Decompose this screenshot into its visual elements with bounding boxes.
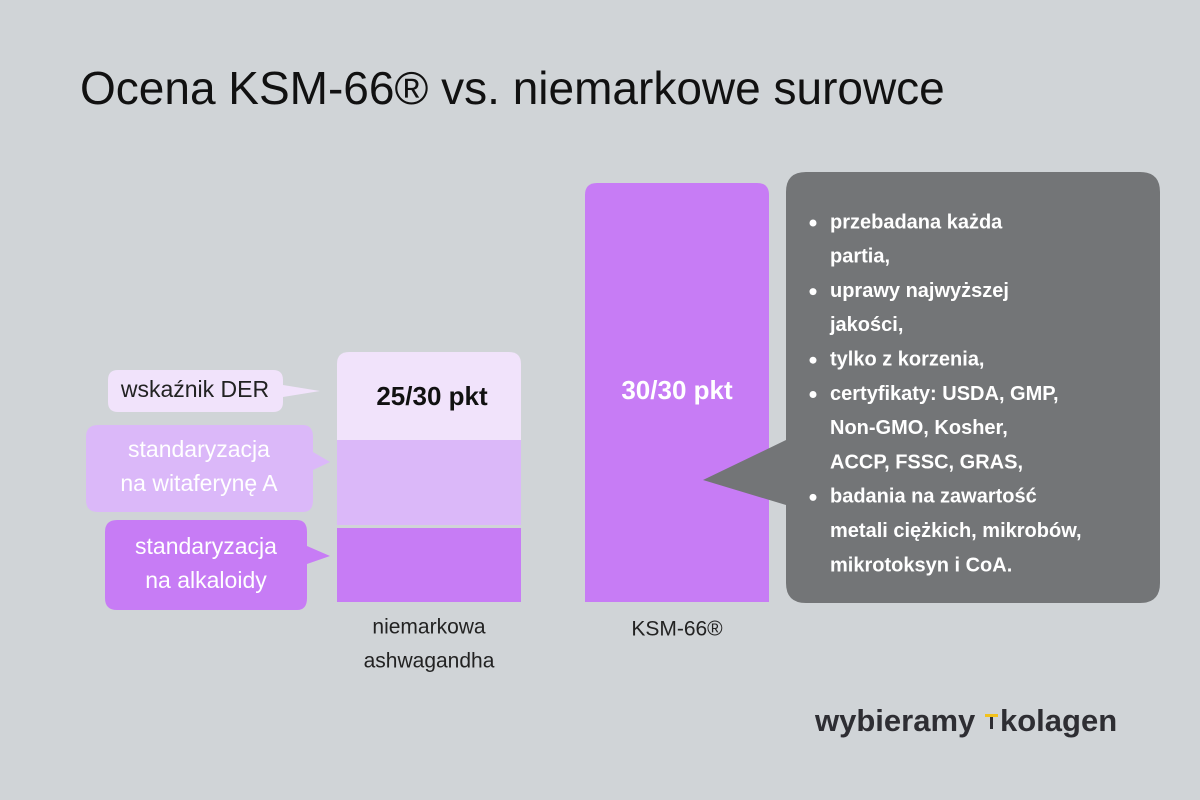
callout-text: na alkaloidy: [145, 567, 267, 593]
bullet: [809, 288, 817, 296]
feature-text: ACCP, FSSC, GRAS,: [830, 451, 1023, 473]
feature-text: partia,: [830, 246, 890, 268]
feature-text: przebadana każda: [830, 211, 1003, 233]
feature-text: tylko z korzenia,: [830, 348, 985, 370]
title: Ocena KSM-66® vs. niemarkowe surowce: [80, 62, 945, 114]
score: 25/30 pkt: [376, 381, 488, 411]
category-label: ashwagandha: [364, 650, 495, 673]
feature-text: metali ciężkich, mikrobów,: [830, 520, 1082, 542]
feature-text: badania na zawartość: [830, 486, 1037, 508]
logo-text: wybieramy: [814, 703, 976, 738]
feature-text: uprawy najwyższej: [830, 280, 1009, 302]
bar-segment: [337, 528, 521, 602]
feature-text: Non-GMO, Kosher,: [830, 417, 1008, 439]
bullet: [809, 391, 817, 398]
score: 30/30 pkt: [621, 375, 733, 405]
bar-segment: [337, 440, 521, 525]
logo-plus: [985, 714, 998, 729]
feature-text: mikrotoksyn i CoA.: [830, 554, 1012, 576]
category-label: KSM-66®: [631, 618, 723, 641]
bullet: [809, 493, 817, 501]
callout-text: na witaferynę A: [120, 470, 278, 496]
bullet: [809, 356, 817, 364]
bar: [585, 183, 769, 602]
feature-text: jakości,: [829, 314, 903, 336]
features-panel: [703, 172, 1160, 603]
bar-segment: [337, 352, 521, 440]
callout-box: [108, 370, 320, 412]
callout-text: wskaźnik DER: [120, 376, 269, 402]
callout-text: standaryzacja: [135, 533, 277, 559]
callout-box: [105, 520, 330, 610]
category-label: niemarkowa: [372, 616, 486, 639]
callout-text: standaryzacja: [128, 436, 270, 462]
logo-text: kolagen: [1000, 703, 1117, 738]
callout-box: [86, 425, 330, 512]
feature-text: certyfikaty: USDA, GMP,: [830, 383, 1059, 405]
bullet: [809, 219, 817, 227]
